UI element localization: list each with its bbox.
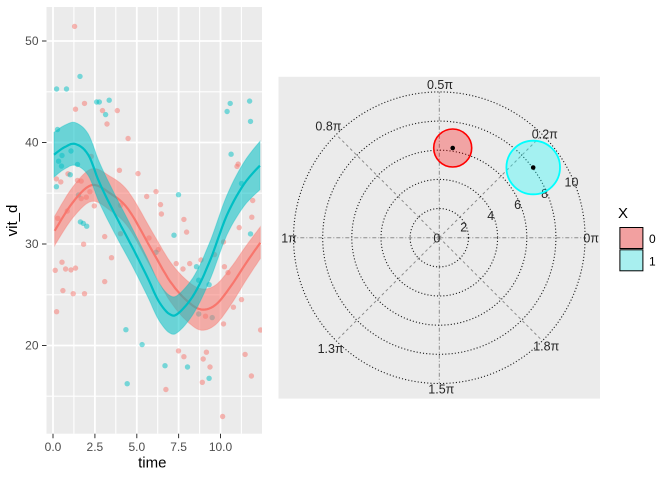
svg-text:X: X — [618, 205, 628, 222]
svg-text:10: 10 — [565, 176, 579, 190]
svg-text:0.2π: 0.2π — [532, 128, 558, 142]
svg-text:0π: 0π — [583, 231, 599, 245]
svg-text:30: 30 — [25, 237, 39, 251]
svg-text:1: 1 — [649, 254, 656, 268]
svg-text:7.5: 7.5 — [170, 440, 187, 454]
svg-text:20: 20 — [25, 339, 39, 353]
svg-text:0: 0 — [433, 232, 440, 246]
svg-text:1π: 1π — [281, 231, 297, 245]
svg-text:0.0: 0.0 — [45, 440, 62, 454]
svg-text:8: 8 — [541, 187, 548, 201]
svg-text:time: time — [138, 455, 166, 472]
svg-text:10.0: 10.0 — [209, 440, 233, 454]
svg-text:4: 4 — [487, 209, 494, 223]
svg-text:0.5π: 0.5π — [427, 78, 453, 92]
svg-text:1.8π: 1.8π — [533, 339, 559, 353]
svg-text:2: 2 — [460, 220, 467, 234]
svg-text:vit_d: vit_d — [4, 205, 21, 237]
svg-text:1.5π: 1.5π — [428, 383, 454, 397]
svg-text:0.8π: 0.8π — [315, 120, 341, 134]
svg-text:5.0: 5.0 — [128, 440, 145, 454]
svg-text:6: 6 — [514, 198, 521, 212]
svg-text:1.3π: 1.3π — [318, 342, 344, 356]
svg-text:40: 40 — [25, 136, 39, 150]
svg-text:0: 0 — [649, 232, 656, 246]
svg-text:2.5: 2.5 — [87, 440, 104, 454]
svg-text:50: 50 — [25, 34, 39, 48]
